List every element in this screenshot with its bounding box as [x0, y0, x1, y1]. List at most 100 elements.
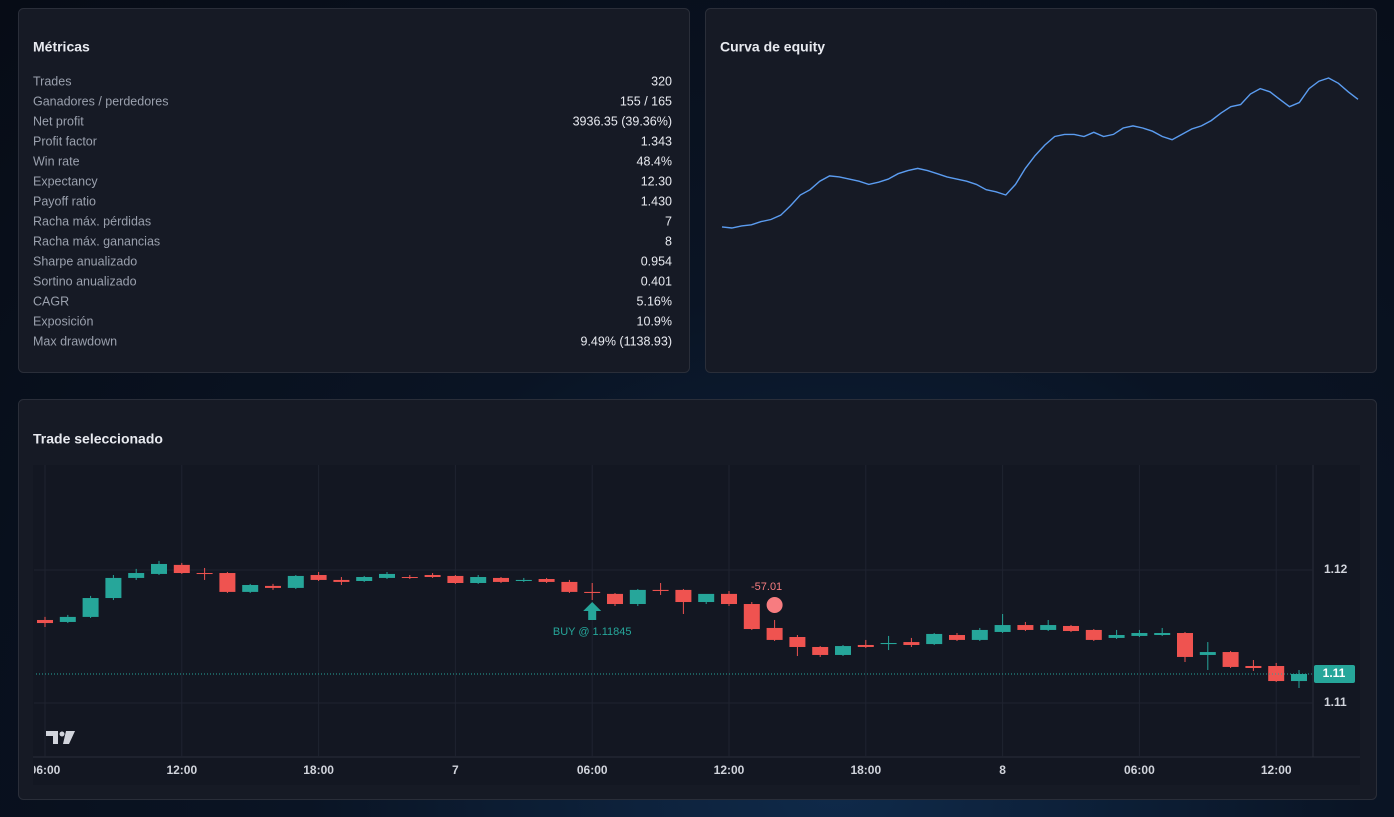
candle-body [151, 563, 167, 574]
x-tick-label: 12:00 [1261, 763, 1292, 777]
x-tick-label: 8 [999, 763, 1006, 777]
metric-value: 155 / 165 [620, 94, 672, 108]
candle-body [219, 573, 236, 592]
exit-label: -57.01 [751, 581, 782, 593]
x-tick-label: 06:00 [30, 763, 61, 777]
candle-body [1085, 629, 1102, 640]
metrics-title: Métricas [33, 39, 90, 55]
metric-value: 12.30 [641, 174, 672, 188]
metric-value: 7 [665, 214, 672, 228]
candle-chart-area [33, 465, 1360, 785]
candle-body [196, 573, 213, 575]
candle-body [379, 573, 395, 578]
candle-body [629, 589, 646, 605]
candle-body [835, 646, 851, 655]
candle-body [743, 604, 760, 630]
candle-body [265, 585, 281, 588]
metric-label: Racha máx. pérdidas [33, 214, 151, 228]
metric-value: 9.49% (1138.93) [581, 334, 673, 348]
metric-label: Payoff ratio [33, 194, 96, 208]
metric-value: 8 [665, 234, 672, 248]
candle-body [538, 579, 555, 582]
candle-body [401, 577, 418, 579]
metric-value: 48.4% [637, 154, 672, 168]
candle-body [1222, 652, 1239, 667]
time-axis: 06:00 12:00 18:00 7 06:00 12:00 18:00 8 06:00 12:… [30, 763, 1292, 777]
candle-body [1154, 633, 1171, 636]
candle-body [37, 619, 53, 624]
candle-body [1268, 666, 1285, 682]
candle-body [1199, 652, 1216, 655]
x-tick-label: 7 [452, 763, 459, 777]
last-price-label: 1.11 [1323, 666, 1346, 680]
metric-value: 1.343 [641, 134, 672, 148]
x-tick-label: 18:00 [303, 763, 334, 777]
candle-body [812, 646, 829, 655]
metric-value: 1.430 [641, 194, 672, 208]
candle-body [447, 575, 464, 583]
metric-label: Racha máx. ganancias [33, 234, 160, 248]
candle-body [903, 642, 920, 645]
candle-body [356, 577, 373, 582]
equity-line [721, 77, 1359, 229]
candle-body [1131, 633, 1148, 636]
candle-body [949, 635, 965, 640]
candle-body [721, 593, 737, 605]
x-tick-label: 06:00 [577, 763, 608, 777]
buy-label: BUY @ 1.11845 [553, 626, 632, 638]
candle-body [173, 564, 190, 574]
x-tick-label: 06:00 [1124, 763, 1155, 777]
candle-body [493, 577, 509, 582]
equity-title: Curva de equity [720, 39, 825, 55]
metric-label: Exposición [33, 314, 93, 328]
candle-body [333, 579, 350, 582]
trade-title: Trade seleccionado [33, 431, 163, 447]
candle-body [1108, 635, 1125, 638]
metric-label: Expectancy [33, 174, 98, 188]
candle-body [1291, 673, 1307, 682]
candle-body [287, 575, 304, 588]
candle-body [515, 579, 532, 582]
metric-value: 5.16% [637, 294, 672, 308]
y-tick-label: 1.11 [1324, 695, 1347, 709]
candle-body [971, 629, 988, 640]
metric-label: Max drawdown [33, 334, 117, 348]
metric-value: 320 [651, 74, 672, 88]
x-tick-label: 18:00 [850, 763, 881, 777]
metric-label: Win rate [33, 154, 80, 168]
candle-body [1245, 666, 1262, 669]
candle-body [880, 642, 897, 645]
candle-body [59, 616, 76, 622]
candle-body [1063, 625, 1079, 632]
y-tick-label: 1.12 [1324, 562, 1348, 576]
candle-body [766, 627, 783, 640]
metric-label: Ganadores / perdedores [33, 94, 169, 108]
candle-body [857, 644, 874, 647]
metric-label: Profit factor [33, 134, 97, 148]
metric-value: 0.401 [641, 274, 672, 288]
candle-body [698, 593, 715, 603]
x-tick-label: 12:00 [714, 763, 745, 777]
candle-body [561, 581, 578, 592]
metric-label: Sharpe anualizado [33, 254, 137, 268]
candle-body [675, 589, 692, 603]
candle-body [584, 591, 601, 593]
candle-plot [34, 465, 1313, 757]
candle-body [310, 575, 327, 580]
candle-body [242, 584, 259, 592]
equity-panel [705, 8, 1377, 373]
candle-body [789, 637, 806, 647]
tradingview-logo [46, 731, 75, 744]
candle-body [105, 577, 122, 599]
candle-body [1040, 625, 1057, 630]
metric-value: 3936.35 (39.36%) [573, 114, 672, 128]
candle-body [1017, 625, 1034, 630]
candle-body [607, 593, 623, 605]
metric-label: Sortino anualizado [33, 274, 137, 288]
candle-body [424, 575, 441, 578]
metric-label: Net profit [33, 114, 84, 128]
candle-body [652, 589, 669, 591]
candle-body [470, 577, 487, 583]
